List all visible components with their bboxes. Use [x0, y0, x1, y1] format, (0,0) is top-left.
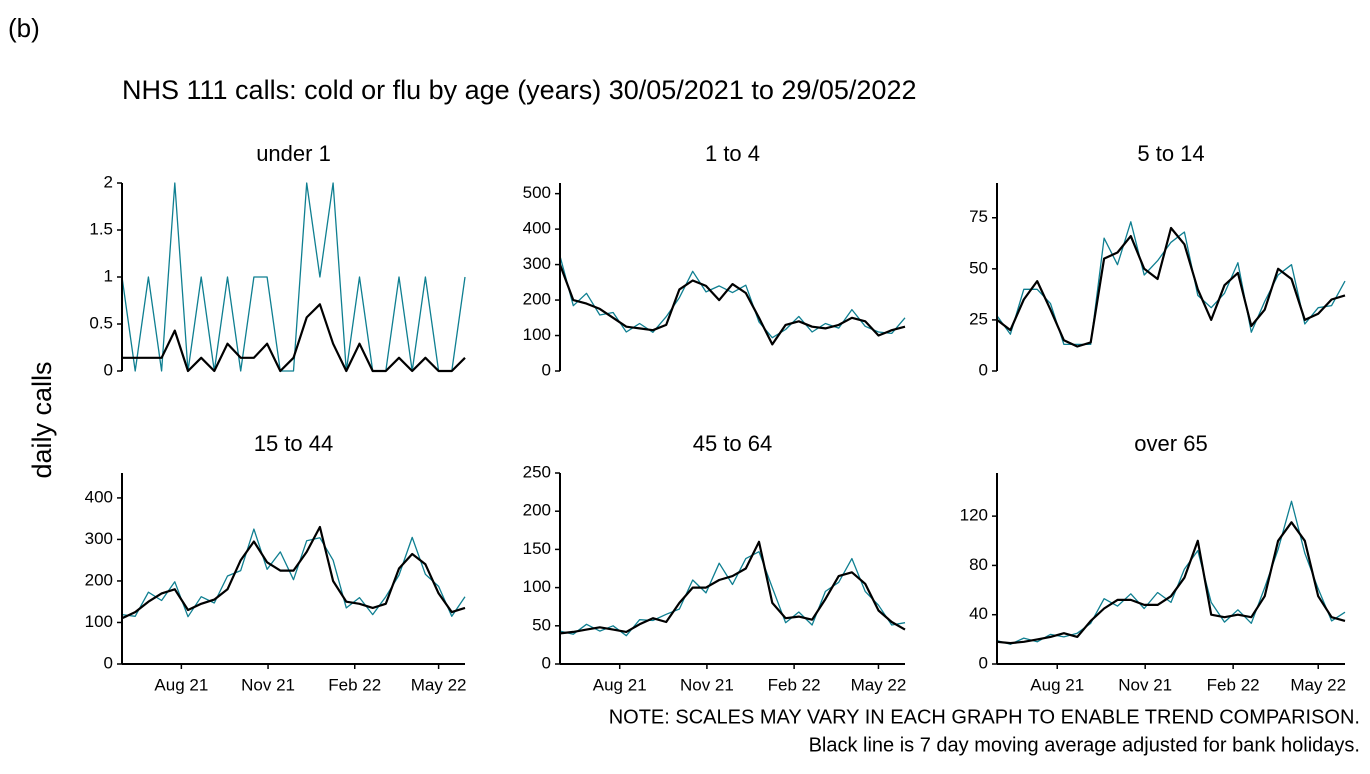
y-tick-label: 120 [960, 506, 988, 525]
y-axis-label: daily calls [27, 361, 57, 478]
daily-line [121, 528, 466, 618]
y-tick-label: 300 [85, 529, 113, 548]
y-tick-label: 1.5 [89, 219, 113, 238]
x-tick-label: Nov 21 [241, 675, 295, 694]
y-tick-label: 100 [523, 325, 551, 344]
panel-title: 1 to 4 [705, 141, 760, 166]
figure-title: NHS 111 calls: cold or flu by age (years… [122, 75, 916, 105]
x-tick-label: Feb 22 [328, 675, 381, 694]
y-tick-label: 40 [969, 604, 988, 623]
average-line [558, 264, 906, 346]
y-tick-label: 0 [979, 360, 988, 379]
x-tick-label: Aug 21 [1030, 675, 1084, 694]
average-line [122, 303, 466, 373]
note: Black line is 7 day moving average adjus… [809, 734, 1360, 756]
y-tick-label: 150 [523, 539, 551, 558]
y-tick-label: 50 [532, 615, 551, 634]
average-line [996, 521, 1346, 645]
y-tick-label: 0 [542, 653, 551, 672]
y-tick-label: 0.5 [89, 313, 113, 332]
y-tick-label: 100 [85, 612, 113, 631]
panel-title: under 1 [256, 141, 331, 166]
daily-line [559, 255, 906, 339]
daily-line [559, 551, 906, 637]
figure-tag: (b) [8, 13, 40, 43]
y-tick-label: 0 [104, 360, 113, 379]
y-tick-label: 200 [523, 290, 551, 309]
y-tick-label: 300 [523, 254, 551, 273]
panel-title: 5 to 14 [1137, 141, 1204, 166]
y-tick-label: 200 [85, 570, 113, 589]
note: NOTE: SCALES MAY VARY IN EACH GRAPH TO E… [609, 706, 1360, 728]
x-tick-label: Aug 21 [593, 675, 647, 694]
y-tick-label: 50 [969, 258, 988, 277]
x-tick-label: Nov 21 [680, 675, 734, 694]
panel-title: 15 to 44 [254, 431, 334, 456]
y-tick-label: 500 [523, 183, 551, 202]
y-tick-label: 200 [523, 501, 551, 520]
y-tick-label: 80 [969, 555, 988, 574]
panel-title: over 65 [1134, 431, 1207, 456]
y-tick-label: 250 [523, 462, 551, 481]
y-tick-label: 100 [523, 577, 551, 596]
y-tick-label: 0 [104, 653, 113, 672]
x-tick-label: Nov 21 [1118, 675, 1172, 694]
y-tick-label: 25 [969, 309, 988, 328]
panel-title: 45 to 64 [693, 431, 773, 456]
y-tick-label: 2 [104, 172, 113, 191]
y-tick-label: 1 [104, 266, 113, 285]
x-tick-label: Feb 22 [1207, 675, 1260, 694]
y-tick-label: 0 [979, 653, 988, 672]
x-tick-label: May 22 [411, 675, 467, 694]
y-tick-label: 400 [85, 487, 113, 506]
x-tick-label: Feb 22 [768, 675, 821, 694]
average-line [121, 525, 466, 620]
x-tick-label: May 22 [1290, 675, 1346, 694]
x-tick-label: May 22 [851, 675, 907, 694]
y-tick-label: 0 [542, 360, 551, 379]
average-line [996, 226, 1346, 348]
daily-line [121, 182, 466, 372]
y-tick-label: 75 [969, 207, 988, 226]
average-line [559, 540, 906, 635]
x-tick-label: Aug 21 [154, 675, 208, 694]
y-tick-label: 400 [523, 219, 551, 238]
